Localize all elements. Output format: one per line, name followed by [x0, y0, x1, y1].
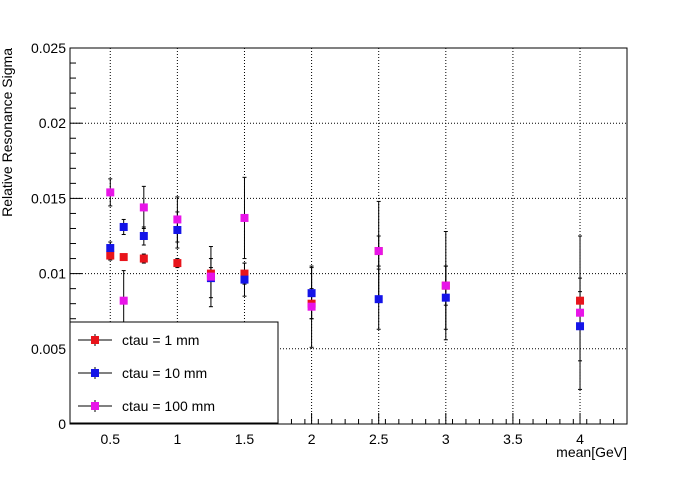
legend-marker [91, 336, 99, 344]
data-point-marker [139, 203, 148, 212]
y-tick-label: 0.015 [31, 190, 66, 206]
legend: ctau = 1 mm ctau = 10 mm ctau = 100 mm [69, 321, 279, 424]
y-tick-label: 0.02 [39, 115, 66, 131]
data-point-marker [374, 295, 383, 304]
y-tick-label: 0 [58, 416, 66, 432]
data-points [106, 188, 585, 331]
y-tick-label: 0.025 [31, 40, 66, 56]
x-tick-label: 3 [442, 431, 450, 447]
x-tick-label: 1 [173, 431, 181, 447]
data-point-marker [106, 251, 115, 260]
data-point-marker [240, 269, 249, 278]
data-point-marker [173, 259, 182, 268]
x-tick-label: 0.5 [101, 431, 121, 447]
data-point-marker [307, 289, 316, 298]
data-point-marker [173, 215, 182, 224]
data-point-marker [173, 225, 182, 234]
data-point-marker [240, 213, 249, 222]
y-tick-label: 0.005 [31, 341, 66, 357]
data-point-marker [106, 188, 115, 197]
x-tick-label: 1.5 [235, 431, 255, 447]
data-point-marker [106, 244, 115, 253]
x-tick-label: 2 [308, 431, 316, 447]
legend-marker [91, 402, 99, 410]
data-point-marker [139, 232, 148, 240]
data-point-marker [307, 302, 316, 311]
x-axis-label: mean[GeV] [556, 444, 627, 460]
plot-frame [69, 47, 628, 425]
data-point-marker [139, 254, 148, 263]
legend-label: ctau = 1 mm [122, 332, 199, 348]
data-point-marker [119, 253, 128, 262]
legend-label: ctau = 10 mm [122, 365, 207, 381]
y-tick-label: 0.01 [39, 266, 66, 282]
x-tick-label: 2.5 [369, 431, 389, 447]
legend-marker [91, 369, 99, 377]
x-tick-label: 3.5 [503, 431, 523, 447]
x-tick-label: 4 [576, 431, 584, 447]
data-point-marker [119, 296, 128, 305]
data-point-marker [441, 281, 450, 290]
legend-label: ctau = 100 mm [122, 398, 215, 414]
data-point-marker [576, 322, 585, 331]
data-point-marker [576, 308, 585, 317]
data-point-marker [240, 275, 249, 284]
data-point-marker [119, 222, 128, 231]
data-point-marker [576, 296, 585, 305]
data-point-marker [206, 272, 215, 281]
y-axis-label: Relative Resonance Sigma [0, 48, 15, 217]
plot-area-border [69, 47, 628, 425]
data-point-marker [441, 293, 450, 302]
data-point-marker [374, 247, 383, 256]
